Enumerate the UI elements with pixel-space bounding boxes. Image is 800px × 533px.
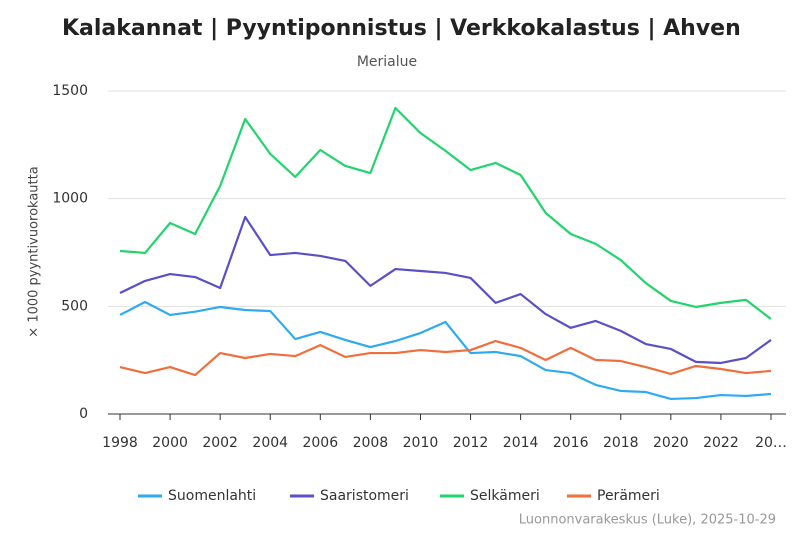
chart-title: Kalakannat | Pyyntiponnistus | Verkkokal…: [62, 16, 741, 41]
series-line: [119, 339, 772, 377]
legend-label: Selkämeri: [470, 488, 540, 504]
x-tick-label: 2016: [553, 435, 589, 451]
series-line: [119, 300, 772, 401]
series-line: [119, 106, 772, 320]
y-tick-label: 1000: [52, 191, 88, 207]
credit: Luonnonvarakeskus (Luke), 2025-10-29: [519, 513, 776, 528]
x-tick-label: 2008: [353, 435, 389, 451]
y-tick-label: 0: [79, 406, 88, 422]
y-tick-label: 500: [61, 298, 88, 314]
x-tick-label: 2010: [403, 435, 439, 451]
legend-label: Perämeri: [597, 488, 660, 504]
x-tick-label: 2012: [453, 435, 489, 451]
x-tick-label: 2014: [503, 435, 539, 451]
y-axis-title: × 1000 pyyntivuorokautta: [27, 166, 42, 337]
x-tick-label: 2020: [653, 435, 689, 451]
x-tick-label: 20…: [755, 435, 787, 451]
x-tick-label: 2006: [302, 435, 338, 451]
x-tick-label: 2004: [252, 435, 288, 451]
chart-subtitle: Merialue: [357, 54, 417, 70]
series-line: [119, 215, 772, 365]
legend-label: Suomenlahti: [168, 488, 256, 504]
x-tick-label: 2000: [152, 435, 188, 451]
x-tick-label: 1998: [102, 435, 138, 451]
x-tick-label: 2022: [703, 435, 739, 451]
y-tick-label: 1500: [52, 83, 88, 99]
x-tick-label: 2002: [202, 435, 238, 451]
legend-label: Saaristomeri: [320, 488, 409, 504]
x-tick-label: 2018: [603, 435, 639, 451]
